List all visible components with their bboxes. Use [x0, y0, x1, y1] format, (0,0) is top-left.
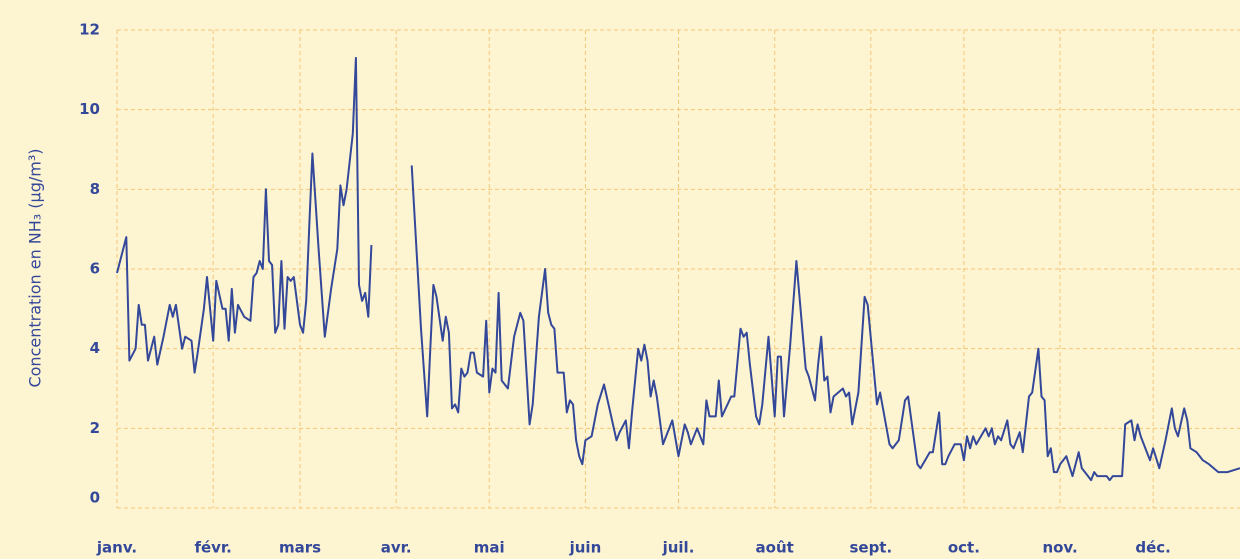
data-line [116, 56, 373, 374]
x-tick-label: sept. [849, 539, 892, 557]
x-tick-label: juil. [662, 539, 695, 557]
x-tick-label: janv. [96, 539, 137, 557]
x-tick-label: nov. [1042, 539, 1077, 557]
y-tick-label: 10 [79, 100, 100, 118]
y-tick-label: 2 [90, 419, 100, 437]
x-tick-label: déc. [1135, 539, 1171, 557]
y-tick-label: 6 [90, 260, 100, 278]
y-tick-label: 0 [90, 489, 100, 507]
x-tick-label: mai [474, 539, 505, 557]
x-tick-label: mars [279, 539, 321, 557]
y-tick-label: 12 [79, 21, 100, 39]
x-tick-label: févr. [194, 539, 231, 557]
x-tick-label: juin [569, 539, 602, 557]
x-tick-label: août [756, 539, 794, 557]
y-axis-label: Concentration en NH₃ (µg/m³) [26, 148, 45, 387]
data-line [410, 165, 1240, 482]
y-tick-label: 4 [90, 339, 100, 357]
y-tick-label: 8 [90, 180, 100, 198]
x-tick-label: avr. [381, 539, 412, 557]
x-tick-label: oct. [948, 539, 980, 557]
